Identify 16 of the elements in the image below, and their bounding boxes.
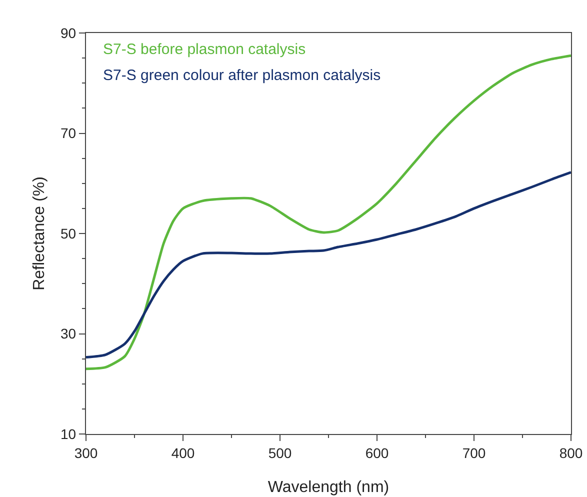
line-series	[86, 171, 571, 359]
x-tick-label: 400	[171, 444, 195, 461]
y-tick-label: 30	[60, 326, 76, 342]
x-tick-label: 500	[268, 444, 292, 461]
y-tick-label: 50	[60, 225, 76, 242]
y-tick-label: 90	[60, 24, 76, 41]
text: S7-S green colour after plasmon catalysis	[103, 67, 381, 84]
x-axis-title: Wavelength (nm)	[268, 479, 390, 496]
y-axis-title: Reflectance (%)	[30, 176, 48, 290]
x-tick-label: 600	[365, 444, 389, 461]
text: S7-S before plasmon catalysis	[103, 41, 306, 58]
x-tick-label: 800	[559, 444, 583, 461]
x-tick-label: 700	[462, 444, 486, 461]
y-tick-label: 10	[60, 426, 76, 442]
x-tick-label: 300	[74, 444, 98, 461]
y-tick-label: 70	[60, 125, 76, 142]
